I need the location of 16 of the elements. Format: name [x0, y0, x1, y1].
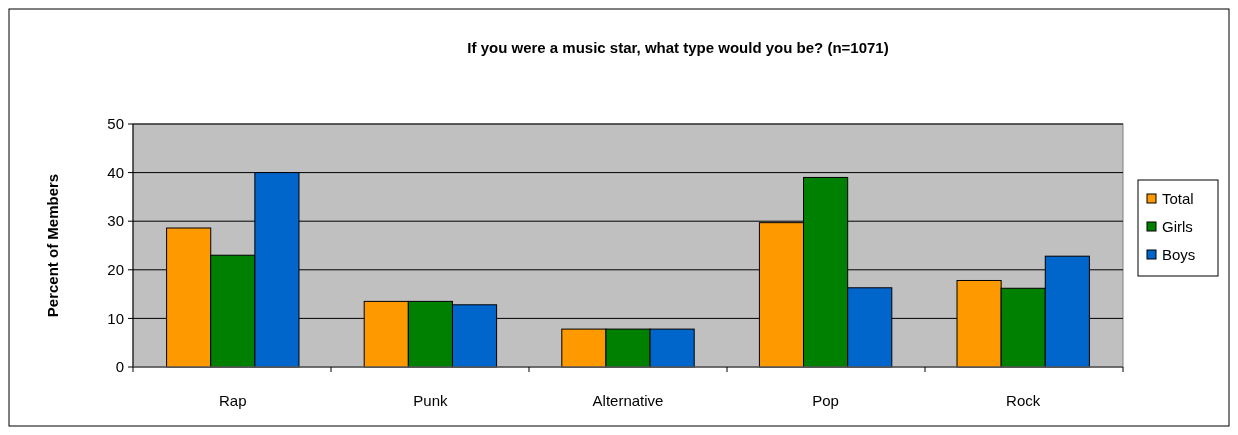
x-tick-label: Pop [812, 392, 839, 409]
legend-label: Boys [1162, 246, 1196, 264]
x-tick-label: Rock [1006, 392, 1041, 409]
y-tick-label: 20 [107, 261, 124, 279]
y-axis-title: Percent of Members [44, 173, 61, 318]
legend-label: Total [1162, 190, 1194, 208]
legend-label: Girls [1162, 218, 1193, 236]
chart-title: If you were a music star, what type would you be? (n=1071) [467, 39, 889, 56]
y-tick-label: 30 [107, 212, 124, 230]
x-tick-label: Alternative [592, 392, 664, 409]
y-tick-label: 40 [107, 163, 124, 181]
x-tick-label: Punk [413, 392, 448, 409]
y-tick-label: 0 [115, 358, 124, 376]
x-tick-label: Rap [219, 392, 247, 409]
y-tick-label: 50 [107, 115, 124, 133]
y-tick-label: 10 [107, 309, 124, 327]
